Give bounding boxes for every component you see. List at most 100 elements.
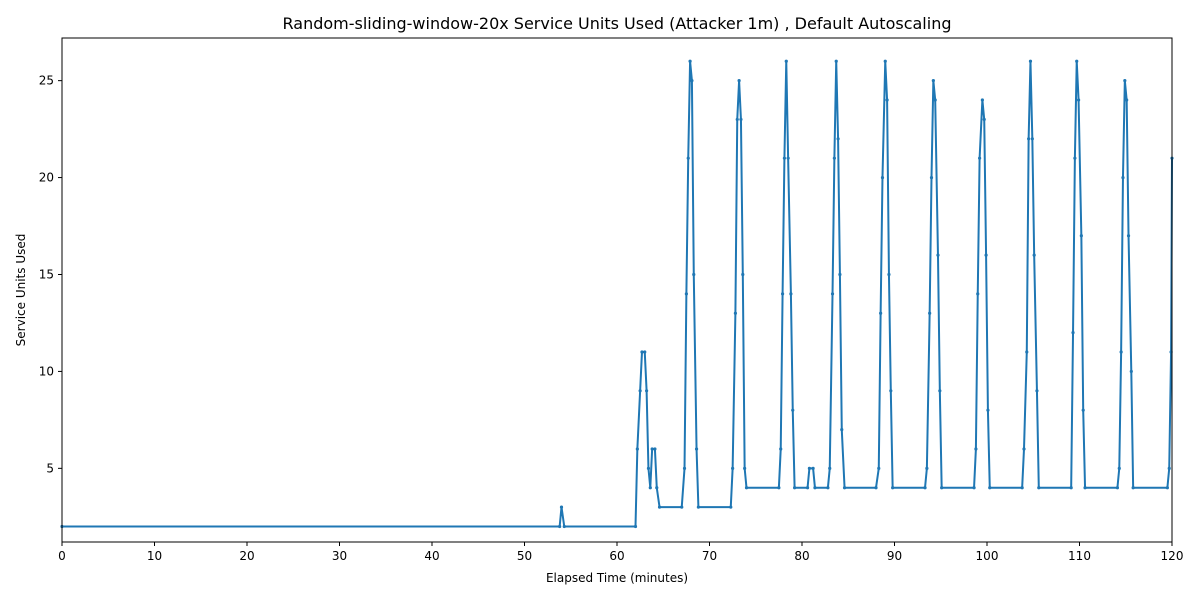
- x-tick-label: 50: [517, 549, 532, 563]
- y-tick-label: 25: [39, 74, 54, 88]
- data-point: [1020, 486, 1024, 490]
- data-point: [826, 486, 830, 490]
- data-point: [1037, 486, 1041, 490]
- data-point: [889, 389, 893, 393]
- data-point: [883, 59, 887, 63]
- data-point: [976, 292, 980, 296]
- data-point: [936, 253, 940, 257]
- data-point: [982, 117, 986, 122]
- data-point: [680, 505, 684, 509]
- data-point: [836, 137, 840, 141]
- data-point: [737, 79, 741, 83]
- data-point: [1117, 466, 1121, 470]
- x-tick-label: 100: [976, 549, 999, 563]
- data-point: [1025, 350, 1029, 354]
- x-tick-label: 10: [147, 549, 162, 563]
- data-point: [1032, 253, 1036, 257]
- data-point: [1022, 447, 1026, 451]
- series-layer: [60, 59, 1174, 529]
- data-point: [805, 486, 810, 490]
- data-point: [828, 466, 832, 470]
- data-point: [645, 389, 649, 393]
- data-point: [1069, 486, 1073, 490]
- data-point: [1119, 350, 1123, 354]
- data-point: [558, 524, 562, 529]
- data-point: [925, 466, 929, 470]
- data-point: [789, 292, 793, 296]
- data-point: [1076, 98, 1081, 102]
- data-point: [811, 466, 815, 470]
- x-tick-label: 40: [424, 549, 439, 563]
- data-point: [635, 447, 639, 451]
- data-point: [1123, 79, 1127, 83]
- data-point: [929, 175, 934, 180]
- data-point: [744, 486, 749, 490]
- data-point: [933, 98, 937, 102]
- data-point: [834, 59, 838, 63]
- data-point: [940, 486, 944, 490]
- data-point: [1115, 486, 1120, 490]
- data-point: [874, 486, 878, 490]
- data-point: [1027, 137, 1031, 141]
- data-point: [739, 117, 743, 122]
- data-point: [646, 466, 651, 470]
- data-point: [807, 466, 812, 470]
- y-tick-label: 15: [39, 267, 54, 281]
- data-point: [1030, 137, 1034, 141]
- data-point: [640, 350, 644, 354]
- x-tick-label: 20: [239, 549, 254, 563]
- y-tick-label: 5: [46, 461, 54, 475]
- plot-frame: [61, 37, 1173, 543]
- data-point: [780, 292, 785, 296]
- data-point: [980, 98, 984, 102]
- data-point: [984, 253, 988, 257]
- data-point: [877, 466, 881, 470]
- data-point: [777, 486, 781, 490]
- data-point: [1126, 234, 1131, 238]
- chart-title: Random-sliding-window-20x Service Units …: [283, 14, 952, 33]
- y-axis-label: Service Units Used: [14, 234, 28, 347]
- data-point: [830, 292, 835, 296]
- x-tick-label: 70: [702, 549, 717, 563]
- data-point: [813, 486, 817, 490]
- data-point: [696, 505, 701, 509]
- data-point: [923, 486, 927, 490]
- data-point: [928, 311, 932, 315]
- data-point: [1131, 486, 1135, 490]
- x-tick-label: 120: [1161, 549, 1184, 563]
- data-point: [1121, 175, 1125, 180]
- y-tick-label: 20: [39, 171, 54, 185]
- data-point: [838, 272, 842, 277]
- data-point: [1071, 331, 1075, 335]
- data-point: [688, 59, 692, 63]
- data-point: [832, 156, 836, 160]
- data-point: [735, 117, 739, 122]
- data-point: [1028, 59, 1033, 63]
- data-point: [978, 156, 982, 160]
- x-tick-label: 0: [58, 549, 66, 563]
- data-point: [638, 389, 642, 393]
- x-axis-label: Elapsed Time (minutes): [546, 571, 688, 585]
- data-point: [653, 447, 657, 451]
- data-point: [690, 79, 694, 83]
- data-point: [559, 505, 564, 509]
- data-point: [1165, 486, 1169, 490]
- x-tick-label: 30: [332, 549, 347, 563]
- data-point: [643, 350, 647, 354]
- data-point: [1125, 98, 1129, 102]
- data-point: [682, 466, 687, 470]
- x-tick-label: 110: [1068, 549, 1091, 563]
- data-point: [657, 505, 662, 509]
- data-point: [1075, 59, 1079, 63]
- data-point: [686, 156, 690, 160]
- data-point: [655, 486, 659, 490]
- x-tick-label: 80: [794, 549, 809, 563]
- data-point: [1083, 486, 1087, 490]
- data-point: [938, 389, 942, 393]
- data-point: [887, 272, 891, 277]
- data-point: [743, 466, 747, 470]
- data-point: [694, 447, 699, 451]
- data-point: [840, 427, 844, 432]
- series-line: [62, 60, 1173, 528]
